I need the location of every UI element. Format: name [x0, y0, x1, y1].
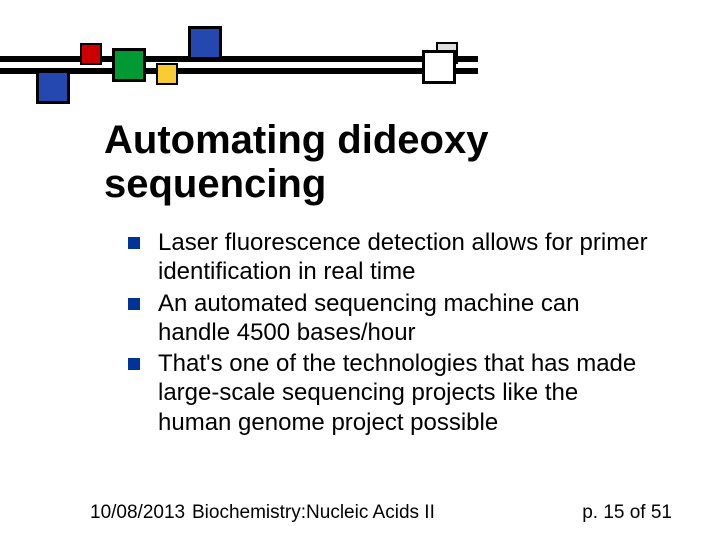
list-item: An automated sequencing machine can hand… — [128, 289, 658, 348]
bullet-text: An automated sequencing machine can hand… — [158, 289, 658, 348]
bullet-icon — [128, 358, 140, 370]
bullet-icon — [128, 298, 140, 310]
decor-box — [422, 50, 456, 84]
bullet-list: Laser fluorescence detection allows for … — [128, 228, 658, 439]
decor-box — [188, 26, 222, 60]
decor-box — [156, 63, 178, 85]
bullet-text: Laser fluorescence detection allows for … — [158, 228, 658, 287]
slide-title: Automating dideoxy sequencing — [104, 118, 720, 206]
list-item: Laser fluorescence detection allows for … — [128, 228, 658, 287]
list-item: That's one of the technologies that has … — [128, 349, 658, 437]
decor-box — [36, 70, 70, 104]
bullet-icon — [128, 237, 140, 249]
decor-box — [80, 43, 102, 65]
footer-page: p. 15 of 51 — [582, 502, 672, 524]
header-line — [0, 68, 478, 74]
bullet-text: That's one of the technologies that has … — [158, 349, 658, 437]
header-line — [0, 56, 478, 62]
decor-box — [112, 48, 146, 82]
footer-course: Biochemistry:Nucleic Acids II — [192, 502, 435, 524]
header-decoration — [0, 0, 720, 110]
footer-date: 10/08/2013 — [90, 502, 185, 524]
